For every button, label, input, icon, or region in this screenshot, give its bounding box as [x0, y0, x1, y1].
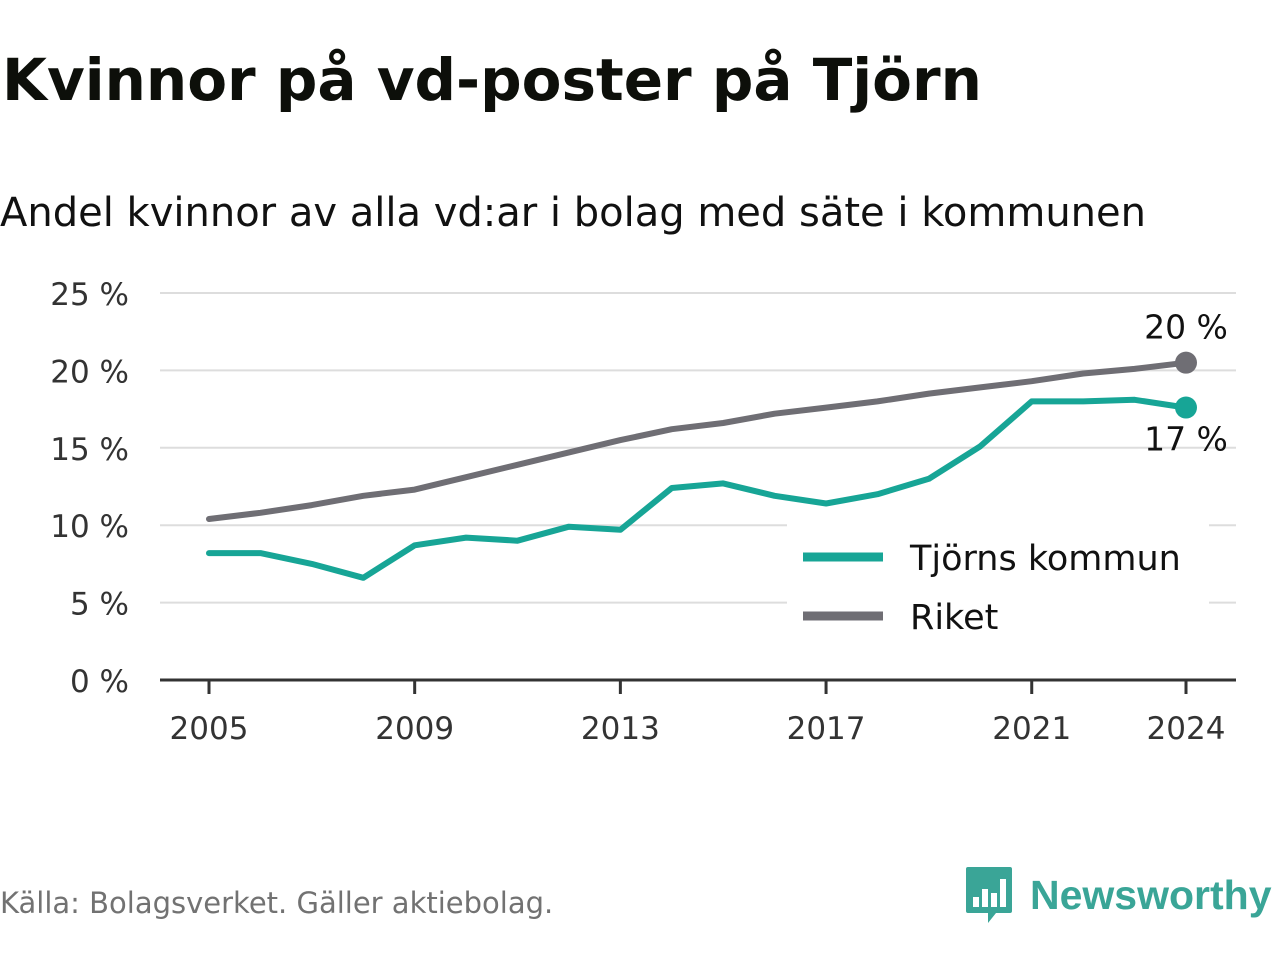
end-point-marker: [1175, 351, 1197, 374]
end-value-label: 17 %: [1144, 420, 1228, 459]
y-tick-label: 25 %: [50, 277, 129, 313]
y-tick-label: 20 %: [50, 354, 129, 390]
series-lines: 20 % 17 %: [206, 308, 1228, 581]
y-tick-label: 0 %: [70, 664, 129, 700]
chart-title: Kvinnor på vd-poster på Tjörn: [2, 46, 982, 114]
end-value-label: 20 %: [1144, 308, 1228, 347]
legend-label: Tjörns kommun: [909, 539, 1181, 579]
series-line-tjorn: [206, 396, 1189, 581]
legend-label: Riket: [910, 598, 998, 638]
legend: Tjörns kommun Riket: [787, 524, 1209, 650]
end-point-marker: [1175, 396, 1197, 419]
source-note: Källa: Bolagsverket. Gäller aktiebolag.: [0, 886, 554, 920]
brand-logo[interactable]: Newsworthy: [964, 864, 1272, 926]
brand-name: Newsworthy: [1030, 871, 1272, 918]
x-tick-label: 2005: [170, 711, 249, 747]
newsworthy-bar-chart-logo-icon: [966, 867, 1012, 923]
x-tick-label: 2017: [787, 711, 866, 747]
x-tick-label: 2024: [1147, 711, 1226, 747]
y-tick-label: 5 %: [70, 587, 129, 623]
x-tick-label: 2013: [581, 711, 660, 747]
y-tick-label: 10 %: [50, 509, 129, 545]
axes: 0 % 5 % 10 % 15 % 20 % 25 % 2005 2009 2013 2017 20…: [50, 277, 1236, 747]
x-tick-label: 2009: [375, 711, 454, 747]
x-tick-label: 2021: [992, 711, 1071, 747]
chart-subtitle: Andel kvinnor av alla vd:ar i bolag med …: [0, 190, 1146, 236]
y-tick-label: 15 %: [50, 432, 129, 468]
series-line-riket: [206, 359, 1189, 522]
legend-box: [787, 524, 1209, 650]
